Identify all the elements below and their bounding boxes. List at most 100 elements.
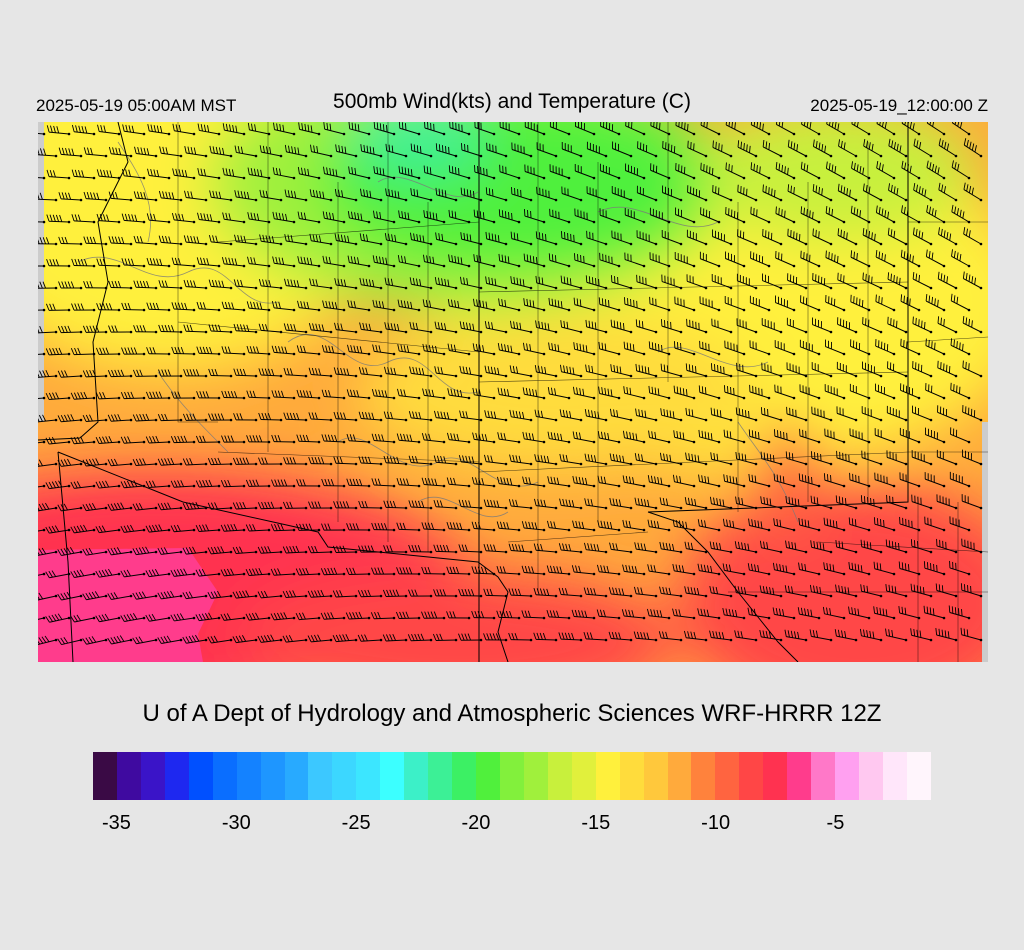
wind-barb xyxy=(648,341,671,356)
wind-barb xyxy=(800,206,821,224)
wind-barb xyxy=(862,227,883,246)
wind-barb xyxy=(675,207,696,224)
colorbar-swatch xyxy=(260,752,285,800)
wind-barb xyxy=(435,232,458,246)
wind-barb xyxy=(409,366,433,378)
wind-barb xyxy=(284,189,308,202)
wind-barb xyxy=(737,140,758,158)
wind-barb xyxy=(308,322,333,334)
wind-barb xyxy=(159,146,183,158)
wind-barb xyxy=(625,163,646,180)
wind-barb xyxy=(561,141,583,158)
wind-barb xyxy=(208,234,233,246)
wind-barb xyxy=(700,162,721,180)
colorbar-swatch xyxy=(380,752,405,800)
wind-barb xyxy=(83,236,108,246)
wind-barb xyxy=(121,258,146,268)
wind-barb xyxy=(963,227,983,246)
wind-barb xyxy=(322,211,346,224)
wind-barb xyxy=(912,361,933,378)
wind-barb xyxy=(812,139,833,158)
wind-barb xyxy=(208,368,233,378)
wind-barb xyxy=(950,338,971,356)
wind-barb xyxy=(460,187,483,202)
wind-barb xyxy=(97,124,121,136)
wind-barb xyxy=(850,339,871,356)
wind-barb xyxy=(57,370,83,378)
wind-barb xyxy=(233,279,258,290)
wind-barb xyxy=(775,122,796,136)
wind-barb xyxy=(171,257,196,268)
wind-barb xyxy=(359,322,383,334)
wind-barb xyxy=(283,367,308,378)
wind-barb xyxy=(598,297,621,312)
wind-barb xyxy=(197,212,221,224)
wind-barb xyxy=(133,235,158,246)
colorbar-swatch xyxy=(164,752,189,800)
wind-barb xyxy=(423,254,446,268)
wind-barb xyxy=(183,369,208,378)
wind-barb xyxy=(685,363,708,378)
wind-barb xyxy=(850,294,871,312)
wind-barb xyxy=(510,320,533,334)
wind-barb xyxy=(46,214,71,224)
wind-barb xyxy=(912,227,933,246)
wind-barb xyxy=(71,124,96,136)
wind-barb xyxy=(83,147,108,158)
wind-barb xyxy=(875,339,896,356)
wind-barb xyxy=(346,389,371,400)
wind-barb xyxy=(133,280,158,290)
wind-barb xyxy=(913,183,933,202)
wind-barb xyxy=(298,122,321,136)
wind-barb xyxy=(963,138,983,158)
wind-barb xyxy=(812,183,833,202)
wind-barb xyxy=(497,387,521,400)
colorbar-tick-label: -35 xyxy=(102,812,131,834)
wind-barb xyxy=(38,237,58,246)
wind-barb xyxy=(524,209,546,224)
wind-barb xyxy=(120,391,146,400)
wind-barb xyxy=(209,190,233,202)
wind-barb xyxy=(297,166,321,180)
wind-barb xyxy=(598,341,621,356)
county-lines xyxy=(177,122,988,662)
wind-barb xyxy=(611,230,633,246)
wind-barb xyxy=(523,253,546,268)
wind-barb xyxy=(749,340,771,356)
wind-barb xyxy=(146,257,171,268)
wind-barb xyxy=(535,320,558,334)
wind-barb xyxy=(724,296,746,312)
wind-barb xyxy=(811,317,833,334)
wind-barb xyxy=(435,143,458,158)
wind-barb xyxy=(108,236,133,246)
wind-barb xyxy=(686,229,708,246)
wind-barb xyxy=(82,325,108,334)
wind-barb xyxy=(38,176,46,180)
wind-barb xyxy=(297,211,321,224)
wind-barb xyxy=(951,160,971,180)
wind-barb xyxy=(824,339,846,356)
wind-barb xyxy=(762,139,783,158)
wind-barb xyxy=(686,318,708,334)
wind-barb xyxy=(134,146,158,158)
wind-barb xyxy=(498,298,521,312)
wind-barb xyxy=(247,122,271,136)
wind-barb xyxy=(133,325,158,334)
wind-barb xyxy=(887,227,908,246)
wind-barb xyxy=(209,145,233,158)
wind-barb xyxy=(38,352,46,356)
colorbar-swatch xyxy=(835,752,859,800)
colorbar-swatch xyxy=(188,752,213,800)
colorbar-swatch xyxy=(667,752,692,800)
wind-barb xyxy=(926,160,946,180)
wind-barb xyxy=(660,363,683,378)
colorbar-swatch xyxy=(236,752,261,800)
colorbar-swatch xyxy=(811,752,836,800)
wind-barb xyxy=(472,387,496,400)
wind-barb xyxy=(900,294,921,312)
wind-barb xyxy=(875,205,896,224)
wind-barb xyxy=(888,138,908,158)
colorbar-swatch xyxy=(284,752,309,800)
wind-barb xyxy=(347,300,371,312)
wind-barb xyxy=(360,188,383,202)
